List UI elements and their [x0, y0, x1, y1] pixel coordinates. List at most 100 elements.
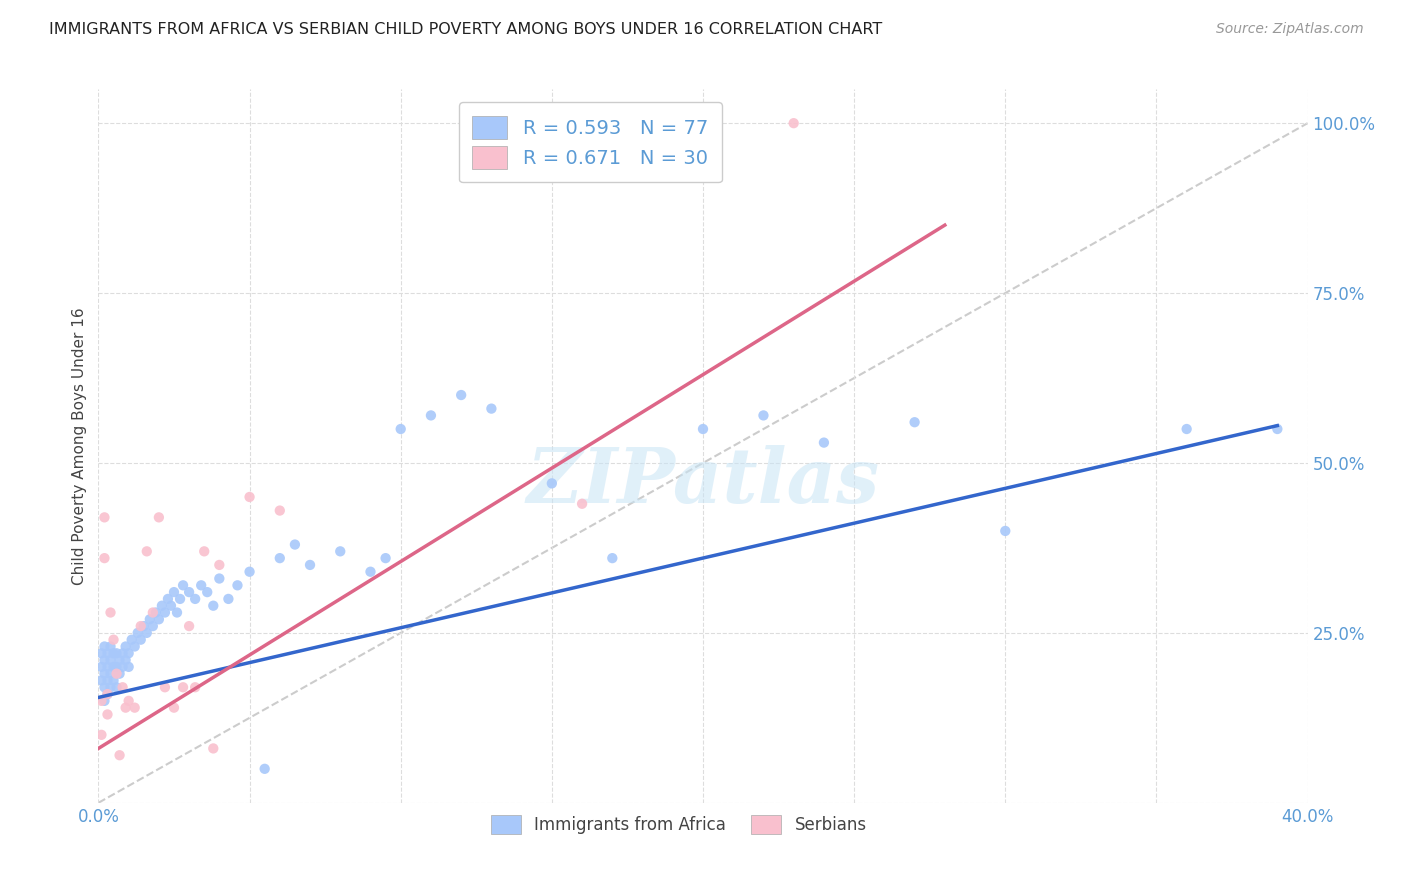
- Legend: Immigrants from Africa, Serbians: Immigrants from Africa, Serbians: [484, 808, 873, 841]
- Point: [93, 666, 115, 681]
- Point: [135, 544, 157, 558]
- Point: [284, 537, 307, 551]
- Point: [195, 585, 218, 599]
- Point: [108, 748, 131, 763]
- Point: [184, 591, 207, 606]
- Point: [172, 680, 194, 694]
- Point: [114, 700, 136, 714]
- Point: [253, 762, 276, 776]
- Point: [208, 572, 231, 586]
- Point: [156, 591, 179, 606]
- Point: [124, 700, 146, 714]
- Point: [93, 653, 115, 667]
- Point: [129, 632, 152, 647]
- Point: [193, 544, 215, 558]
- Point: [121, 632, 143, 647]
- Point: [103, 646, 125, 660]
- Point: [118, 660, 141, 674]
- Point: [389, 422, 412, 436]
- Point: [148, 612, 170, 626]
- Point: [692, 422, 714, 436]
- Point: [93, 640, 115, 654]
- Point: [118, 646, 141, 660]
- Point: [142, 606, 165, 620]
- Point: [169, 591, 191, 606]
- Point: [179, 585, 201, 599]
- Point: [90, 728, 112, 742]
- Point: [1267, 422, 1289, 436]
- Point: [114, 653, 136, 667]
- Point: [571, 497, 593, 511]
- Point: [100, 666, 122, 681]
- Point: [374, 551, 396, 566]
- Point: [96, 660, 118, 674]
- Point: [239, 565, 262, 579]
- Point: [208, 558, 231, 572]
- Text: Source: ZipAtlas.com: Source: ZipAtlas.com: [1216, 22, 1364, 37]
- Point: [166, 606, 188, 620]
- Point: [100, 606, 122, 620]
- Point: [118, 694, 141, 708]
- Point: [96, 687, 118, 701]
- Point: [783, 116, 806, 130]
- Point: [420, 409, 443, 423]
- Point: [217, 591, 239, 606]
- Point: [299, 558, 322, 572]
- Point: [202, 741, 225, 756]
- Point: [813, 435, 835, 450]
- Point: [160, 599, 183, 613]
- Point: [163, 585, 186, 599]
- Point: [269, 551, 291, 566]
- Point: [96, 707, 118, 722]
- Point: [172, 578, 194, 592]
- Y-axis label: Child Poverty Among Boys Under 16: Child Poverty Among Boys Under 16: [72, 307, 87, 585]
- Point: [127, 626, 149, 640]
- Point: [96, 687, 118, 701]
- Point: [90, 673, 112, 688]
- Point: [179, 619, 201, 633]
- Point: [142, 619, 165, 633]
- Point: [90, 694, 112, 708]
- Point: [190, 578, 212, 592]
- Point: [135, 626, 157, 640]
- Point: [904, 415, 927, 429]
- Point: [105, 666, 128, 681]
- Point: [129, 619, 152, 633]
- Point: [90, 660, 112, 674]
- Point: [103, 632, 125, 647]
- Point: [360, 565, 382, 579]
- Point: [148, 510, 170, 524]
- Text: IMMIGRANTS FROM AFRICA VS SERBIAN CHILD POVERTY AMONG BOYS UNDER 16 CORRELATION : IMMIGRANTS FROM AFRICA VS SERBIAN CHILD …: [49, 22, 883, 37]
- Point: [202, 599, 225, 613]
- Text: ZIPatlas: ZIPatlas: [526, 445, 880, 518]
- Point: [153, 606, 176, 620]
- Point: [226, 578, 249, 592]
- Point: [111, 660, 134, 674]
- Point: [269, 503, 291, 517]
- Point: [105, 660, 128, 674]
- Point: [752, 409, 775, 423]
- Point: [105, 646, 128, 660]
- Point: [184, 680, 207, 694]
- Point: [132, 619, 155, 633]
- Point: [602, 551, 624, 566]
- Point: [114, 640, 136, 654]
- Point: [100, 680, 122, 694]
- Point: [163, 700, 186, 714]
- Point: [100, 653, 122, 667]
- Point: [329, 544, 352, 558]
- Point: [111, 680, 134, 694]
- Point: [93, 551, 115, 566]
- Point: [153, 680, 176, 694]
- Point: [103, 673, 125, 688]
- Point: [90, 646, 112, 660]
- Point: [105, 680, 128, 694]
- Point: [139, 612, 162, 626]
- Point: [145, 606, 167, 620]
- Point: [124, 640, 146, 654]
- Point: [93, 510, 115, 524]
- Point: [994, 524, 1017, 538]
- Point: [108, 666, 131, 681]
- Point: [111, 646, 134, 660]
- Point: [150, 599, 173, 613]
